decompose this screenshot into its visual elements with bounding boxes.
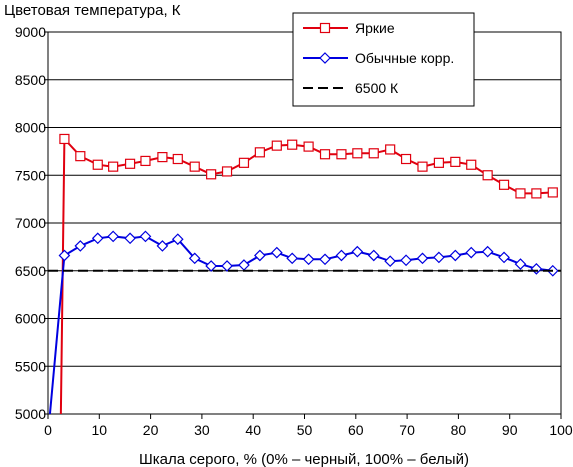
- data-point: [319, 52, 331, 64]
- y-tick-label: 5500: [15, 358, 46, 374]
- data-point: [482, 170, 493, 181]
- y-tick-label: 8000: [15, 120, 46, 136]
- x-tick-label: 100: [549, 422, 573, 438]
- y-tick-label: 6500: [15, 263, 46, 279]
- data-point: [221, 260, 233, 272]
- x-tick-label: 30: [194, 422, 210, 438]
- data-point: [287, 139, 298, 150]
- data-point: [466, 159, 477, 170]
- data-point: [221, 166, 233, 177]
- x-tick-label: 0: [44, 422, 52, 438]
- data-point: [286, 252, 299, 265]
- data-point: [238, 259, 250, 271]
- x-axis-title: Шкала серого, % (0% – черный, 100% – бел…: [139, 451, 469, 467]
- data-point: [254, 147, 265, 158]
- data-point: [547, 187, 558, 198]
- x-tick-label: 40: [245, 422, 261, 438]
- data-point: [271, 140, 282, 151]
- data-point: [449, 249, 462, 262]
- data-point: [91, 232, 104, 245]
- data-point: [139, 230, 152, 243]
- data-point: [319, 253, 331, 266]
- x-tick-label: 80: [451, 422, 467, 438]
- legend: Яркие Обычные корр. 6500 К: [292, 12, 475, 107]
- data-point: [433, 251, 445, 264]
- data-point: [124, 158, 136, 169]
- x-tick-label: 70: [399, 422, 415, 438]
- data-point: [498, 251, 510, 264]
- data-point: [75, 151, 86, 162]
- data-point: [368, 148, 379, 159]
- data-point: [124, 232, 136, 245]
- data-point: [352, 148, 363, 159]
- legend-label: Яркие: [355, 20, 395, 36]
- data-point: [238, 157, 250, 168]
- y-tick-label: 9000: [15, 24, 46, 40]
- data-point: [367, 249, 380, 262]
- y-tick-label: 8500: [15, 72, 46, 88]
- data-point: [59, 133, 70, 145]
- data-point: [433, 157, 445, 168]
- x-tick-label: 50: [297, 422, 313, 438]
- data-point: [302, 253, 315, 266]
- data-point: [336, 149, 347, 160]
- data-point: [385, 144, 396, 155]
- y-tick-label: 6000: [15, 311, 46, 327]
- data-point: [319, 149, 331, 160]
- data-point: [157, 152, 168, 163]
- data-point: [481, 245, 494, 258]
- data-point: [108, 161, 119, 172]
- legend-item: Обычные корр.: [303, 50, 454, 66]
- legend-item: 6500 К: [303, 80, 399, 96]
- series-layer: [48, 133, 561, 414]
- data-point: [188, 252, 201, 265]
- data-point: [74, 240, 87, 252]
- y-tick-label: 5000: [15, 406, 46, 422]
- x-tick-label: 20: [143, 422, 159, 438]
- series: [59, 133, 558, 414]
- data-point: [450, 156, 461, 167]
- data-point: [351, 245, 364, 258]
- y-axis-title: Цветовая температура, К: [4, 2, 181, 19]
- data-point: [400, 254, 412, 267]
- x-tick-label: 60: [348, 422, 364, 438]
- legend-label: Обычные корр.: [355, 50, 454, 66]
- data-point: [400, 153, 412, 165]
- legend-label: 6500 К: [355, 80, 399, 96]
- data-point: [171, 233, 184, 246]
- data-point: [107, 230, 119, 243]
- data-point: [172, 153, 183, 165]
- data-point: [514, 258, 527, 270]
- series-line: [59, 136, 553, 414]
- data-point: [498, 179, 510, 190]
- data-point: [303, 141, 314, 152]
- x-tick-label: 10: [92, 422, 108, 438]
- data-point: [205, 260, 217, 272]
- data-point: [206, 169, 217, 180]
- data-point: [384, 255, 397, 268]
- data-point: [531, 188, 542, 199]
- data-point: [335, 249, 348, 262]
- data-point: [270, 246, 283, 259]
- x-tick-label: 90: [502, 422, 518, 438]
- data-point: [465, 246, 478, 259]
- y-tick-label: 7000: [15, 215, 46, 231]
- series-line: [48, 235, 553, 414]
- data-point: [58, 249, 71, 262]
- data-point: [417, 161, 428, 172]
- data-point: [515, 188, 526, 199]
- data-point: [189, 161, 200, 172]
- y-tick-label: 7500: [15, 167, 46, 183]
- data-point: [319, 22, 331, 34]
- tick-labels: 0 10 20 30 40 50 60 70 80 90 100 5000 5500 6000 6500 70…: [15, 24, 573, 438]
- data-point: [92, 159, 103, 170]
- data-point: [156, 240, 169, 252]
- data-point: [140, 155, 151, 167]
- data-point: [416, 252, 429, 265]
- series: [48, 230, 559, 414]
- data-point: [254, 249, 266, 262]
- legend-item: Яркие: [303, 20, 395, 36]
- data-point: [530, 262, 543, 275]
